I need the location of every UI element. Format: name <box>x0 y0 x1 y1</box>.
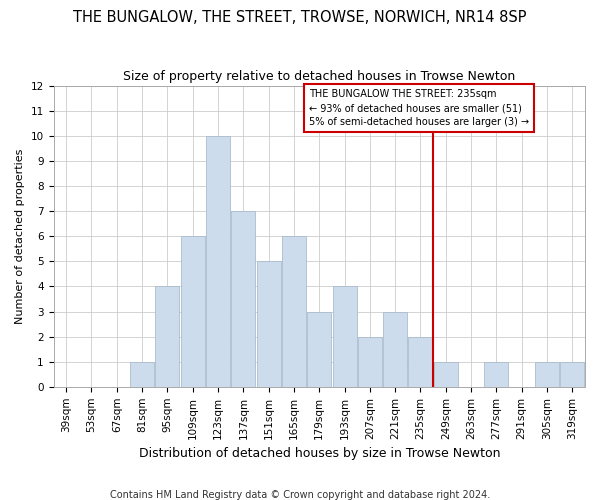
Bar <box>232 211 256 387</box>
Bar <box>206 136 230 387</box>
Bar <box>257 262 281 387</box>
Bar <box>130 362 154 387</box>
Text: Contains HM Land Registry data © Crown copyright and database right 2024.: Contains HM Land Registry data © Crown c… <box>110 490 490 500</box>
Bar <box>535 362 559 387</box>
X-axis label: Distribution of detached houses by size in Trowse Newton: Distribution of detached houses by size … <box>139 447 500 460</box>
Bar <box>484 362 508 387</box>
Bar <box>181 236 205 387</box>
Title: Size of property relative to detached houses in Trowse Newton: Size of property relative to detached ho… <box>123 70 515 83</box>
Bar <box>155 286 179 387</box>
Bar <box>307 312 331 387</box>
Bar <box>409 336 433 387</box>
Bar <box>383 312 407 387</box>
Bar <box>434 362 458 387</box>
Bar <box>560 362 584 387</box>
Bar <box>332 286 356 387</box>
Y-axis label: Number of detached properties: Number of detached properties <box>15 148 25 324</box>
Bar <box>358 336 382 387</box>
Text: THE BUNGALOW, THE STREET, TROWSE, NORWICH, NR14 8SP: THE BUNGALOW, THE STREET, TROWSE, NORWIC… <box>73 10 527 25</box>
Bar <box>282 236 306 387</box>
Text: THE BUNGALOW THE STREET: 235sqm
← 93% of detached houses are smaller (51)
5% of : THE BUNGALOW THE STREET: 235sqm ← 93% of… <box>309 90 529 128</box>
